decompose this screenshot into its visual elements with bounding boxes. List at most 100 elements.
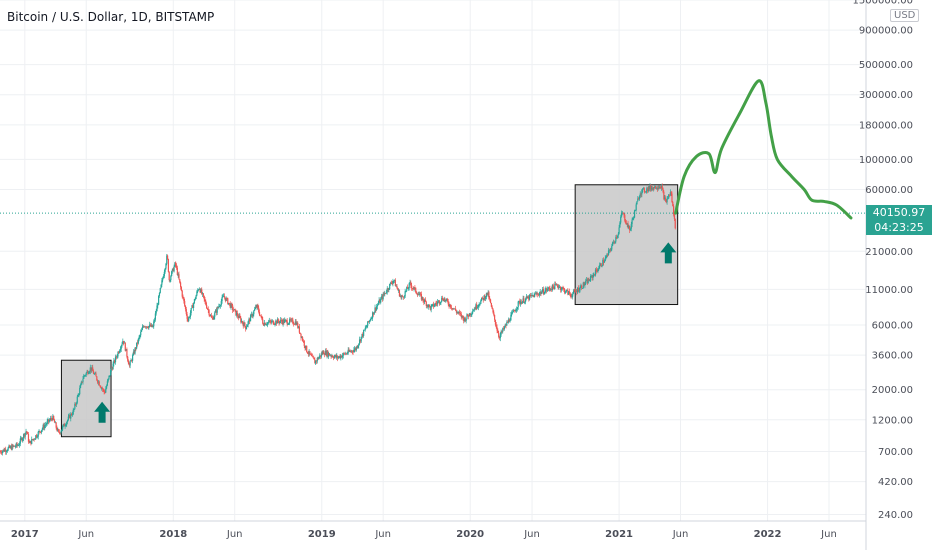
candle-down bbox=[467, 314, 469, 316]
candle-down bbox=[10, 446, 12, 450]
candle-down bbox=[31, 439, 34, 440]
candle-up bbox=[156, 305, 158, 312]
candle-down bbox=[454, 308, 457, 311]
candle-up bbox=[80, 381, 82, 385]
candle-down bbox=[249, 319, 251, 322]
candle-up bbox=[602, 259, 604, 266]
candle-down bbox=[269, 320, 271, 322]
y-tick-label: 60000.00 bbox=[865, 185, 913, 196]
candle-down bbox=[436, 303, 438, 305]
candle-down bbox=[528, 296, 530, 300]
currency-badge[interactable]: USD bbox=[890, 9, 920, 22]
candle-down bbox=[529, 294, 532, 296]
y-axis[interactable]: 1500000.00 900000.00 500000.00 300000.00 180… bbox=[853, 0, 913, 521]
candle-up bbox=[511, 311, 514, 313]
candle-up bbox=[629, 228, 632, 231]
candle-down bbox=[671, 193, 673, 203]
candle-up bbox=[106, 381, 108, 386]
candle-up bbox=[68, 415, 70, 417]
candle-up bbox=[619, 222, 621, 228]
candle-down bbox=[540, 291, 542, 294]
candle-down bbox=[416, 293, 418, 296]
candle-down bbox=[147, 327, 149, 329]
candle-up bbox=[228, 302, 230, 305]
candle-up bbox=[346, 353, 348, 355]
x-axis[interactable]: 2017 Jun 2018 Jun 2019 Jun 2020 Jun 2021 Jun 2022 J… bbox=[11, 529, 837, 540]
candle-down bbox=[400, 295, 402, 298]
candle-up bbox=[632, 218, 634, 220]
candle-down bbox=[314, 359, 316, 364]
candle-down bbox=[92, 367, 94, 372]
candle-down bbox=[648, 186, 650, 190]
candle-up bbox=[73, 408, 75, 410]
candle-up bbox=[47, 419, 49, 422]
candle-up bbox=[219, 305, 222, 307]
candle-up bbox=[421, 297, 423, 300]
candle-down bbox=[114, 360, 116, 363]
annotation-boxes bbox=[60, 184, 679, 438]
candle-up bbox=[413, 287, 415, 289]
candle-down bbox=[87, 371, 89, 374]
candle-up bbox=[221, 297, 223, 302]
candle-up bbox=[289, 319, 291, 324]
candle-up bbox=[142, 326, 144, 328]
candle-up bbox=[57, 429, 59, 431]
candle-down bbox=[488, 292, 490, 299]
candle-down bbox=[415, 292, 418, 294]
candle-down bbox=[300, 333, 302, 338]
candle-down bbox=[387, 288, 389, 290]
candle-up bbox=[84, 375, 87, 376]
candle-down bbox=[354, 348, 357, 351]
candle-up bbox=[190, 308, 192, 314]
candle-up bbox=[97, 381, 100, 383]
candle-down bbox=[81, 381, 83, 383]
candle-down bbox=[135, 347, 137, 349]
candle-down bbox=[259, 315, 261, 317]
candle-up bbox=[585, 280, 587, 284]
candle-down bbox=[5, 449, 7, 452]
candle-up bbox=[630, 224, 632, 229]
candle-up bbox=[25, 431, 27, 433]
candle-up bbox=[585, 279, 588, 281]
candle-up bbox=[134, 347, 136, 354]
candle-down bbox=[467, 315, 470, 317]
candle-up bbox=[161, 280, 163, 285]
candle-down bbox=[379, 299, 381, 303]
candle-down bbox=[520, 302, 523, 304]
candle-up bbox=[253, 310, 255, 315]
candle-up bbox=[64, 425, 66, 427]
candle-up bbox=[601, 265, 603, 267]
candle-down bbox=[556, 284, 558, 286]
candle-down bbox=[262, 323, 265, 326]
candle-up bbox=[642, 188, 645, 190]
candle-down bbox=[341, 355, 343, 358]
candle-up bbox=[667, 198, 669, 200]
candle-down bbox=[474, 308, 476, 310]
candle-down bbox=[258, 307, 260, 313]
candle-down bbox=[98, 381, 100, 386]
candle-up bbox=[67, 416, 69, 421]
candle-up bbox=[628, 225, 630, 229]
candle-down bbox=[451, 308, 453, 310]
candle-down bbox=[48, 419, 50, 422]
candle-up bbox=[371, 312, 374, 319]
candle-down bbox=[586, 279, 588, 284]
candle-down bbox=[303, 340, 305, 346]
candle-up bbox=[500, 331, 502, 335]
candle-up bbox=[173, 266, 175, 272]
candle-up bbox=[271, 320, 274, 322]
candle-up bbox=[560, 289, 562, 291]
candle-up bbox=[407, 288, 409, 289]
candle-up bbox=[525, 296, 527, 299]
candle-down bbox=[555, 283, 557, 285]
candle-down bbox=[299, 332, 301, 334]
x-tick-label: 2022 bbox=[754, 529, 782, 540]
candle-down bbox=[63, 424, 65, 427]
candle-up bbox=[408, 283, 410, 289]
candle-up bbox=[44, 425, 46, 429]
candle-down bbox=[291, 319, 293, 321]
candle-up bbox=[634, 210, 636, 212]
candle-up bbox=[431, 304, 433, 306]
